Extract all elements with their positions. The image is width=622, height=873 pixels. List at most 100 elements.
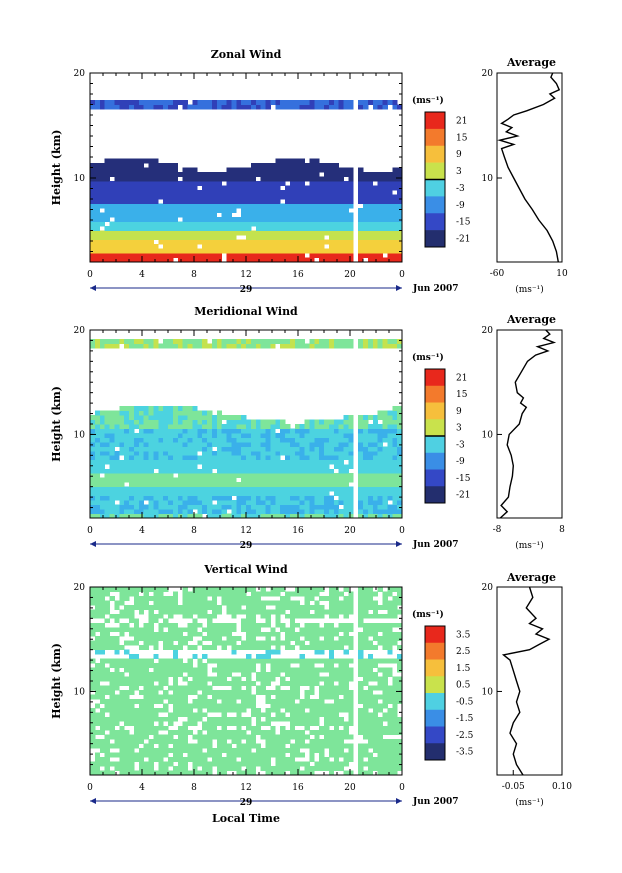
heatmap-cell xyxy=(363,464,369,470)
heatmap-cell xyxy=(241,473,247,479)
heatmap-cell xyxy=(260,253,266,258)
heatmap-cell xyxy=(328,248,335,254)
heatmap-cell xyxy=(319,676,325,682)
heatmap-cell xyxy=(319,424,325,429)
colorbar-segment xyxy=(425,369,445,387)
heatmap-cell xyxy=(309,235,315,240)
heatmap-cell xyxy=(138,248,145,254)
heatmap-cell xyxy=(289,203,296,209)
heatmap-cell xyxy=(231,757,237,762)
heatmap-cell xyxy=(216,419,223,425)
heatmap-cell xyxy=(158,477,164,483)
heatmap-cell xyxy=(109,721,115,727)
heatmap-cell xyxy=(275,419,281,425)
heatmap-cell xyxy=(177,226,184,231)
heatmap-cell xyxy=(236,752,242,758)
heatmap-cell xyxy=(343,437,349,443)
heatmap-cell xyxy=(270,455,276,461)
heatmap-cell xyxy=(187,716,193,722)
heatmap-cell xyxy=(119,716,125,722)
heatmap-cell xyxy=(363,230,369,236)
heatmap-cell xyxy=(246,424,252,429)
heatmap-cell xyxy=(397,194,403,200)
heatmap-cell xyxy=(207,410,213,416)
heatmap-cell xyxy=(246,455,252,461)
heatmap-cell xyxy=(202,609,208,615)
heatmap-cell xyxy=(129,199,135,204)
heatmap-cell xyxy=(187,343,193,349)
heatmap-cell xyxy=(333,587,340,592)
heatmap-cell xyxy=(163,248,169,254)
heatmap-cell xyxy=(109,761,115,767)
heatmap-cell xyxy=(187,167,193,173)
heatmap-cell xyxy=(207,752,213,758)
heatmap-cell xyxy=(265,181,271,186)
heatmap-cell xyxy=(363,253,369,258)
heatmap-cell xyxy=(309,604,315,610)
heatmap-cell xyxy=(226,730,232,736)
heatmap-cell xyxy=(119,338,125,344)
heatmap-cell xyxy=(168,432,174,438)
heatmap-cell xyxy=(187,468,193,474)
heatmap-cell xyxy=(124,473,130,479)
heatmap-cell xyxy=(192,450,198,456)
heatmap-cell xyxy=(260,663,266,668)
heatmap-cell xyxy=(348,495,354,501)
heatmap-cell xyxy=(197,203,203,209)
heatmap-cell xyxy=(270,600,276,606)
heatmap-cell xyxy=(338,500,344,505)
heatmap-cell xyxy=(99,613,106,619)
heatmap-cell xyxy=(250,613,257,619)
heatmap-cell xyxy=(133,477,140,483)
heatmap-cell xyxy=(250,455,257,461)
heatmap-cell xyxy=(172,424,179,429)
heatmap-cell xyxy=(172,181,179,186)
heatmap-cell xyxy=(333,721,340,727)
heatmap-cell xyxy=(387,477,393,483)
heatmap-cell xyxy=(255,689,262,695)
heatmap-cell xyxy=(294,743,301,749)
heatmap-cell xyxy=(367,486,374,492)
heatmap-cell xyxy=(309,622,315,628)
heatmap-cell xyxy=(148,757,154,762)
heatmap-cell xyxy=(177,410,184,416)
heatmap-cell xyxy=(99,428,106,434)
heatmap-cell xyxy=(309,212,315,218)
heatmap-cell xyxy=(216,257,223,263)
heatmap-cell xyxy=(153,482,159,488)
heatmap-cell xyxy=(211,694,218,700)
heatmap-cell xyxy=(182,446,188,452)
heatmap-cell xyxy=(270,437,276,443)
heatmap-cell xyxy=(338,437,344,443)
heatmap-cell xyxy=(221,432,227,438)
heatmap-cell xyxy=(158,681,164,686)
day-label: 29 xyxy=(240,541,253,551)
heatmap-cell xyxy=(99,609,106,615)
heatmap-cell xyxy=(119,627,125,633)
heatmap-cell xyxy=(104,230,110,236)
heatmap-cell xyxy=(255,477,262,483)
heatmap-cell xyxy=(333,707,340,713)
heatmap-cell xyxy=(392,253,398,258)
heatmap-cell xyxy=(265,640,271,646)
heatmap-cell xyxy=(333,172,340,177)
heatmap-cell xyxy=(163,446,169,452)
heatmap-cell xyxy=(158,167,164,173)
heatmap-cell xyxy=(211,100,218,105)
heatmap-cell xyxy=(236,181,242,186)
heatmap-cell xyxy=(90,235,96,240)
heatmap-cell xyxy=(382,248,388,254)
heatmap-cell xyxy=(392,486,398,492)
heatmap-cell xyxy=(250,587,257,592)
heatmap-cell xyxy=(143,716,149,722)
heatmap-cell xyxy=(236,766,242,771)
heatmap-cell xyxy=(221,631,227,637)
heatmap-cell xyxy=(158,104,164,110)
heatmap-cell xyxy=(333,248,340,254)
heatmap-cell xyxy=(138,739,145,745)
heatmap-cell xyxy=(285,257,291,263)
heatmap-cell xyxy=(250,509,257,514)
heatmap-cell xyxy=(343,100,349,105)
heatmap-cell xyxy=(289,609,296,615)
colorbar-tick-label: -3 xyxy=(456,440,465,450)
